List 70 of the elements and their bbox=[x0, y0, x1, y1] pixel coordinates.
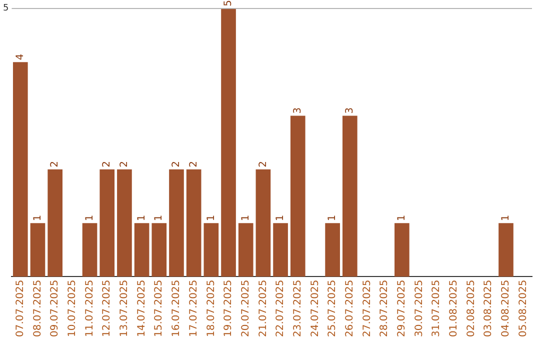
x-tick-label: 10.07.2025 bbox=[67, 280, 78, 338]
bar bbox=[117, 169, 132, 277]
x-tick-label: 24.07.2025 bbox=[310, 280, 321, 338]
x-tick-label: 20.07.2025 bbox=[240, 280, 252, 338]
bar bbox=[221, 8, 236, 277]
x-tick-label: 26.07.2025 bbox=[344, 280, 356, 338]
x-tick-label: 19.07.2025 bbox=[223, 280, 234, 338]
data-label: 3 bbox=[344, 107, 356, 114]
x-tick-label: 11.07.2025 bbox=[84, 280, 96, 338]
x-tick-label: 14.07.2025 bbox=[136, 280, 148, 338]
bar bbox=[238, 223, 254, 277]
x-tick-label: 12.07.2025 bbox=[102, 280, 113, 338]
x-tick-label: 09.07.2025 bbox=[50, 280, 61, 338]
bar bbox=[273, 223, 288, 277]
x-tick-label: 08.07.2025 bbox=[32, 280, 44, 338]
bar bbox=[498, 223, 514, 277]
x-tick-label: 18.07.2025 bbox=[206, 280, 217, 338]
x-tick-label: 27.07.2025 bbox=[362, 280, 373, 338]
x-tick-label: 28.07.2025 bbox=[379, 280, 390, 338]
x-tick-label: 05.08.2025 bbox=[518, 280, 529, 338]
bar bbox=[342, 116, 358, 277]
bar bbox=[325, 223, 340, 277]
data-label: 2 bbox=[119, 161, 130, 168]
x-tick-label: 25.07.2025 bbox=[327, 280, 338, 338]
x-tick-label: 13.07.2025 bbox=[119, 280, 130, 338]
bar bbox=[169, 169, 184, 277]
data-label: 1 bbox=[32, 214, 44, 222]
x-tick-label: 22.07.2025 bbox=[275, 280, 286, 338]
data-label: 2 bbox=[258, 161, 269, 168]
bar bbox=[30, 223, 46, 277]
data-label: 2 bbox=[50, 161, 61, 168]
x-tick-label: 04.08.2025 bbox=[500, 280, 512, 338]
bar bbox=[256, 169, 271, 277]
data-label: 1 bbox=[84, 214, 96, 222]
x-tick-label: 29.07.2025 bbox=[396, 280, 408, 338]
bar bbox=[204, 223, 219, 277]
bar bbox=[12, 62, 28, 277]
bar bbox=[48, 169, 62, 277]
x-tick-label: 01.08.2025 bbox=[448, 280, 460, 338]
data-label: 2 bbox=[171, 161, 182, 168]
data-label: 1 bbox=[327, 214, 338, 222]
x-tick-label: 31.07.2025 bbox=[431, 280, 442, 338]
data-label: 1 bbox=[136, 214, 148, 222]
x-tick-label: 21.07.2025 bbox=[258, 280, 269, 338]
bar bbox=[82, 223, 98, 277]
bar bbox=[134, 223, 150, 277]
bar bbox=[290, 116, 306, 277]
data-label: 1 bbox=[396, 214, 408, 222]
x-tick-label: 03.08.2025 bbox=[483, 280, 494, 338]
data-label: 4 bbox=[14, 54, 26, 60]
data-label: 1 bbox=[275, 214, 286, 222]
x-tick-label: 02.08.2025 bbox=[466, 280, 477, 338]
x-tick-label: 16.07.2025 bbox=[171, 280, 182, 338]
data-label: 3 bbox=[292, 107, 304, 114]
data-label: 1 bbox=[240, 214, 252, 222]
x-tick-label: 07.07.2025 bbox=[14, 280, 26, 338]
x-tick-label: 15.07.2025 bbox=[154, 280, 165, 338]
data-label: 2 bbox=[102, 161, 113, 168]
bar bbox=[100, 169, 115, 277]
data-label: 5 bbox=[223, 0, 234, 6]
x-tick-label: 23.07.2025 bbox=[292, 280, 304, 338]
data-label: 1 bbox=[500, 214, 512, 222]
data-label: 1 bbox=[154, 214, 165, 222]
data-label: 2 bbox=[188, 161, 200, 168]
x-tick-label: 17.07.2025 bbox=[188, 280, 200, 338]
data-label: 1 bbox=[206, 214, 217, 222]
bar bbox=[152, 223, 167, 277]
bar bbox=[186, 169, 202, 277]
x-tick-label: 30.07.2025 bbox=[414, 280, 425, 338]
bar bbox=[394, 223, 410, 277]
